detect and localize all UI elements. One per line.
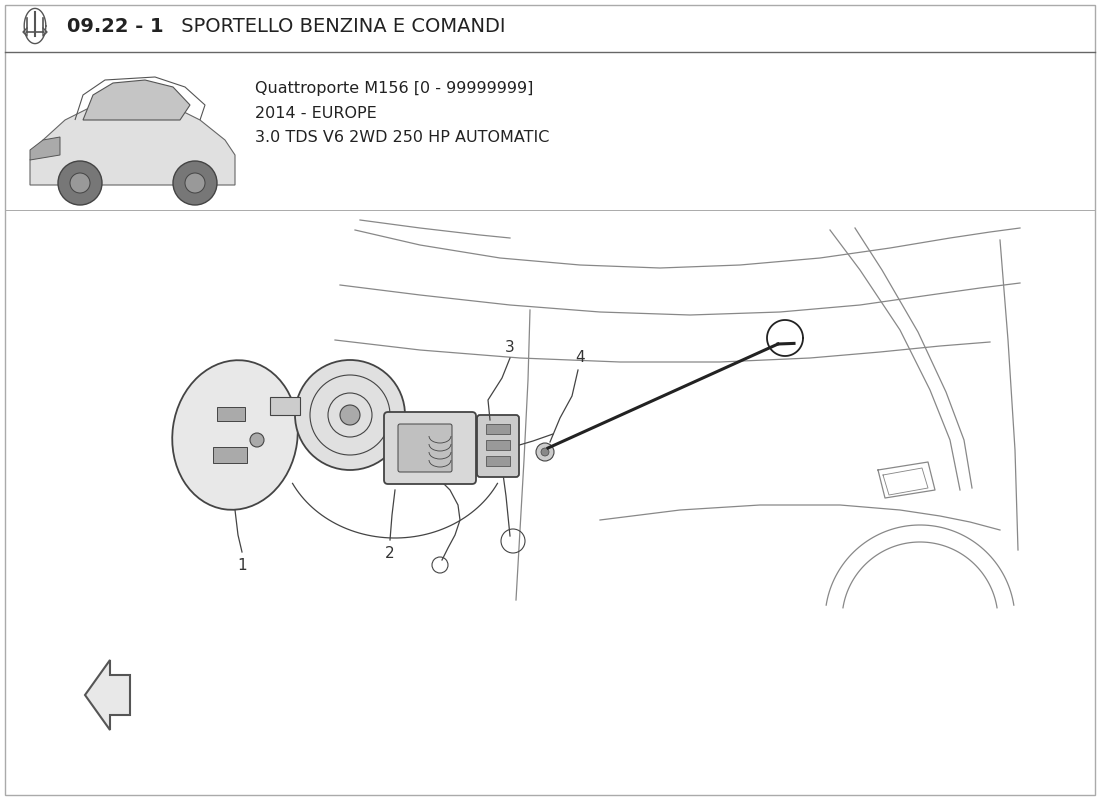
Text: 1: 1 [238,558,246,573]
Circle shape [185,173,205,193]
Text: SPORTELLO BENZINA E COMANDI: SPORTELLO BENZINA E COMANDI [175,18,506,37]
Bar [486,424,510,434]
Circle shape [250,433,264,447]
Circle shape [340,405,360,425]
Circle shape [173,161,217,205]
Polygon shape [217,407,245,421]
Text: Quattroporte M156 [0 - 99999999]: Quattroporte M156 [0 - 99999999] [255,81,534,95]
Circle shape [541,448,549,456]
FancyBboxPatch shape [477,415,519,477]
Circle shape [536,443,554,461]
Polygon shape [85,660,130,730]
Text: 2014 - EUROPE: 2014 - EUROPE [255,106,376,121]
Circle shape [58,161,102,205]
Text: 3: 3 [505,341,515,355]
FancyBboxPatch shape [384,412,476,484]
Polygon shape [30,100,235,185]
Bar [486,440,510,450]
Polygon shape [30,137,60,160]
Text: 4: 4 [575,350,585,366]
Circle shape [70,173,90,193]
Polygon shape [82,80,190,120]
Bar [486,456,510,466]
Circle shape [295,360,405,470]
Polygon shape [270,397,300,415]
Text: 3.0 TDS V6 2WD 250 HP AUTOMATIC: 3.0 TDS V6 2WD 250 HP AUTOMATIC [255,130,549,146]
FancyBboxPatch shape [398,424,452,472]
Ellipse shape [173,360,298,510]
Text: 2: 2 [385,546,395,561]
Polygon shape [213,447,248,463]
Text: 09.22 - 1: 09.22 - 1 [67,18,164,37]
